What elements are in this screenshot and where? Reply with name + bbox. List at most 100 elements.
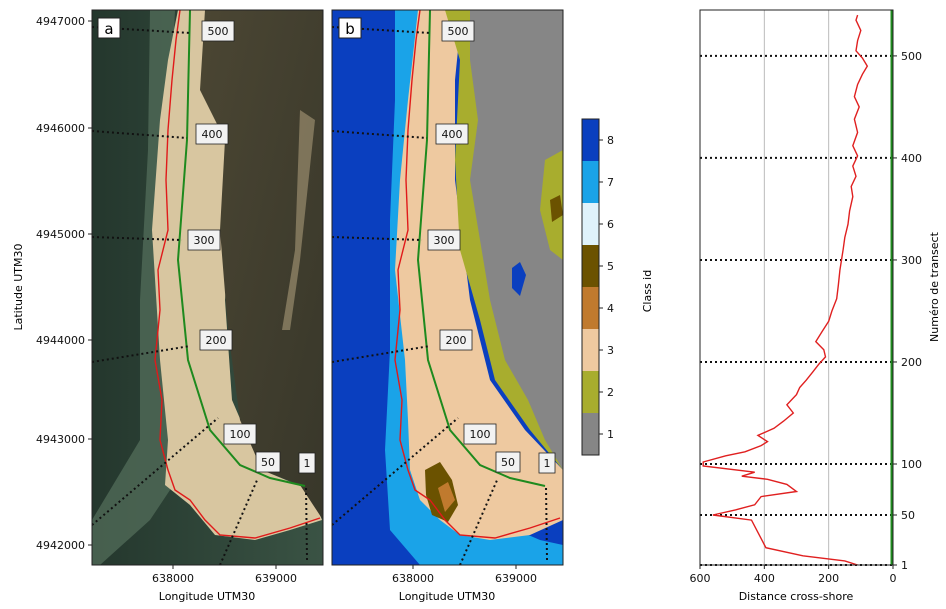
colorbar-label: Class id [641, 270, 654, 312]
transect-label: 200 [199, 329, 233, 351]
colorbar-tick-label: 7 [607, 176, 614, 189]
transect-label: 500 [201, 20, 235, 42]
y-tick-label: 4947000 [36, 15, 85, 28]
panel-letter-b: b [338, 17, 362, 39]
longitude-axis-label-a: Longitude UTM30 [159, 590, 255, 603]
longitude-axis-label-b: Longitude UTM30 [399, 590, 495, 603]
transect-label: 400 [435, 123, 469, 145]
svg-text:1: 1 [304, 457, 311, 470]
beach-sand [152, 10, 322, 540]
svg-text:300: 300 [194, 234, 215, 247]
forest-area [200, 10, 323, 520]
longitude-axes: 638000 639000 638000 639000 [152, 565, 537, 585]
transect-label: 50 [495, 451, 521, 473]
class-1-forest [470, 10, 563, 470]
colorbar-swatch [582, 413, 599, 455]
x-tick-label: 400 [754, 572, 775, 585]
transect-label: 300 [187, 229, 221, 251]
panel-letter-a: a [97, 17, 121, 39]
svg-text:200: 200 [446, 334, 467, 347]
transect-label: 200 [439, 329, 473, 351]
svg-text:100: 100 [230, 428, 251, 441]
colorbar-swatch [582, 161, 599, 203]
y-tick-label: 100 [901, 458, 922, 471]
x-tick-label: 639000 [255, 572, 297, 585]
transect-label: 500 [441, 20, 475, 42]
x-tick-label: 638000 [152, 572, 194, 585]
colorbar-tick-label: 1 [607, 428, 614, 441]
svg-text:100: 100 [470, 428, 491, 441]
y-tick-label: 200 [901, 356, 922, 369]
class-4-patch [438, 482, 455, 512]
class-7-shallow-water [385, 10, 563, 565]
y-tick-label: 400 [901, 152, 922, 165]
panel-c-line-chart: 600 400 200 0 1 50 100 200 300 400 500 Distance c… [690, 9, 941, 603]
colorbar-tick-label: 4 [607, 302, 614, 315]
svg-text:500: 500 [208, 25, 229, 38]
svg-text:b: b [345, 20, 355, 38]
reference-line-green [176, 10, 306, 487]
x-tick-label: 0 [890, 572, 897, 585]
transect-label: 50 [255, 451, 281, 473]
latitude-axis: 4947000 4946000 4945000 4944000 4943000 49420… [36, 15, 92, 552]
latitude-axis-label: Latitude UTM30 [12, 243, 25, 330]
y-tick-label: 50 [901, 509, 915, 522]
colorbar-tick-label: 6 [607, 218, 614, 231]
svg-text:400: 400 [202, 128, 223, 141]
y-tick-label: 300 [901, 254, 922, 267]
colorbar-tick-label: 5 [607, 260, 614, 273]
panel-b-classification-map [331, 9, 564, 566]
transect-label-boxes: 500 400 300 200 100 50 1 500 400 300 200 100 50 1 [187, 20, 556, 474]
y-tick-label: 4945000 [36, 228, 85, 241]
x-tick-label: 600 [690, 572, 711, 585]
colorbar-tick-label: 2 [607, 386, 614, 399]
colorbar-swatch [582, 203, 599, 245]
inland-sand-strip [282, 110, 315, 330]
y-tick-label: 4942000 [36, 539, 85, 552]
chart-plot-area [700, 10, 893, 565]
class-8-inland-lake [512, 262, 526, 296]
y-tick-label: 4946000 [36, 122, 85, 135]
svg-text:400: 400 [442, 128, 463, 141]
class-5-patch-right [550, 195, 563, 222]
class-colorbar: 8 7 6 5 4 3 2 1 [581, 118, 614, 456]
transect-label: 300 [427, 229, 461, 251]
x-tick-label: 639000 [495, 572, 537, 585]
chart-x-ticks: 600 400 200 0 [690, 565, 897, 585]
svg-text:50: 50 [501, 456, 515, 469]
y-tick-label: 4943000 [36, 433, 85, 446]
x-tick-label: 200 [818, 572, 839, 585]
panel-a-satellite-map [91, 9, 324, 566]
transect-label: 100 [463, 423, 497, 445]
colorbar-tick-label: 8 [607, 134, 614, 147]
shoreline-red [154, 10, 321, 539]
colorbar-tick-label: 3 [607, 344, 614, 357]
colorbar-swatch [582, 287, 599, 329]
svg-text:50: 50 [261, 456, 275, 469]
colorbar-swatch [582, 329, 599, 371]
svg-text:a: a [104, 20, 113, 38]
transect-label: 400 [195, 123, 229, 145]
y-tick-label: 500 [901, 50, 922, 63]
svg-text:300: 300 [434, 234, 455, 247]
colorbar-swatch [582, 119, 599, 161]
colorbar-swatch [582, 371, 599, 413]
y-tick-label: 1 [901, 559, 908, 572]
transect-label: 1 [298, 452, 316, 474]
svg-text:200: 200 [206, 334, 227, 347]
chart-y-label: Numéro de transect [928, 231, 941, 342]
chart-x-label: Distance cross-shore [739, 590, 854, 603]
series-line [702, 14, 869, 565]
transect-label: 100 [223, 423, 257, 445]
transect-label: 1 [538, 452, 556, 474]
svg-text:1: 1 [544, 457, 551, 470]
y-tick-label: 4944000 [36, 334, 85, 347]
svg-text:500: 500 [448, 25, 469, 38]
chart-gridlines [763, 10, 830, 565]
chart-y-ticks: 1 50 100 200 300 400 500 [893, 50, 922, 572]
shoreline-red [394, 10, 561, 539]
colorbar-swatch [582, 245, 599, 287]
x-tick-label: 638000 [392, 572, 434, 585]
reference-line-green [416, 10, 546, 487]
